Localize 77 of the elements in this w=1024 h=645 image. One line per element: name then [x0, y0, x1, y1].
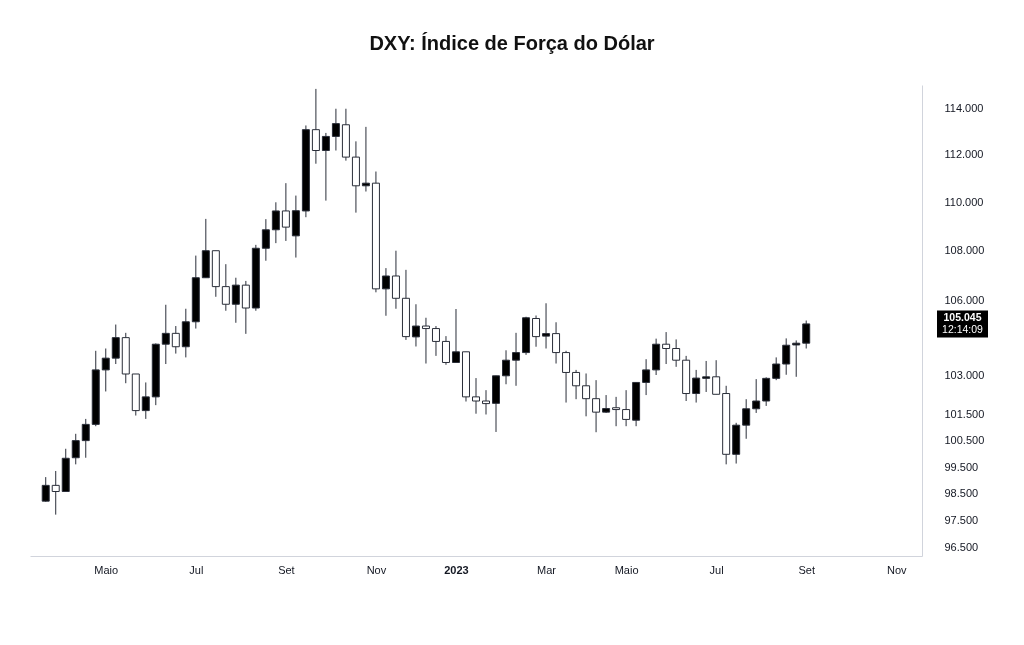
- candlestick: [552, 321, 561, 365]
- candlestick: [441, 335, 450, 366]
- candlestick: [712, 359, 721, 395]
- candlestick: [582, 372, 591, 417]
- candlestick: [271, 201, 280, 244]
- candlestick: [532, 315, 541, 348]
- candlestick: [431, 325, 440, 357]
- y-tick-label: 110.000: [944, 195, 984, 208]
- text: 12:14:09: [942, 322, 984, 335]
- y-tick-label: 96.500: [944, 541, 979, 554]
- y-tick-label: 101.500: [944, 407, 985, 420]
- candlestick: [391, 250, 400, 310]
- y-tick-label: 98.500: [944, 487, 979, 500]
- text: 105.045: [943, 310, 982, 323]
- candlestick: [472, 377, 480, 415]
- candlestick: [51, 470, 60, 516]
- candlestick: [141, 381, 150, 420]
- x-tick-label: Set: [798, 563, 815, 576]
- candlestick: [161, 304, 170, 365]
- candlestick: [221, 263, 230, 312]
- candlestick: [692, 369, 701, 404]
- candlestick: [81, 418, 90, 459]
- candlestick: [782, 337, 791, 376]
- candlestick: [772, 356, 781, 381]
- candlestick: [451, 308, 460, 363]
- y-tick-label: 99.500: [944, 460, 979, 473]
- y-tick-label: 97.500: [944, 514, 979, 527]
- y-tick-label: 103.000: [944, 369, 985, 382]
- candlestick: [111, 324, 120, 365]
- candlestick: [662, 331, 671, 365]
- candlestick: [592, 379, 601, 433]
- candlestick: [231, 277, 240, 324]
- candlestick: [41, 476, 50, 503]
- candlestick: [702, 360, 711, 393]
- y-tick-label: 114.000: [944, 101, 984, 114]
- candlestick: [562, 350, 571, 404]
- candlestick: [381, 267, 390, 317]
- x-tick-label: Jul: [189, 563, 204, 576]
- x-tick-label: Jul: [709, 563, 724, 576]
- candlestick: [572, 369, 581, 400]
- chart-title: DXY: Índice de Força do Dólar: [369, 32, 655, 54]
- candlestick: [622, 389, 631, 427]
- candlestick: [512, 332, 521, 387]
- candlestick: [612, 396, 621, 427]
- candlestick: [281, 182, 290, 242]
- candlestick: [321, 132, 330, 202]
- candlestick: [642, 358, 651, 396]
- candlestick: [602, 394, 611, 414]
- y-tick-label: 108.000: [944, 244, 985, 257]
- x-tick-label: 2023: [444, 563, 469, 576]
- y-tick-label: 112.000: [944, 148, 984, 161]
- x-tick-label: Nov: [366, 563, 387, 576]
- candlestick: [792, 339, 801, 378]
- candlestick: [742, 398, 751, 440]
- candlestick: [762, 376, 771, 407]
- candlestick: [672, 338, 681, 368]
- x-tick-label: Maio: [94, 563, 119, 576]
- candlestick: [241, 280, 250, 335]
- x-tick-label: Maio: [614, 563, 639, 576]
- candlestick: [331, 108, 340, 152]
- candlestick: [802, 320, 811, 350]
- candlestick: [71, 433, 80, 465]
- candlestick: [502, 349, 511, 385]
- candlestick: [101, 348, 110, 392]
- candlestick: [311, 88, 320, 165]
- x-tick-label: Mar: [537, 563, 557, 576]
- candlestick: [171, 325, 180, 355]
- candlestick: [482, 389, 491, 415]
- candlestick: [411, 303, 420, 347]
- candlestick: [542, 302, 551, 350]
- candlestick: [261, 218, 270, 262]
- x-tick-label: Nov: [886, 563, 908, 576]
- candlestick: [421, 317, 430, 365]
- y-tick-label: 100.500: [944, 434, 985, 447]
- candlestick: [752, 378, 761, 414]
- x-tick-label: Set: [278, 563, 295, 576]
- y-tick-label: 106.000: [944, 293, 985, 306]
